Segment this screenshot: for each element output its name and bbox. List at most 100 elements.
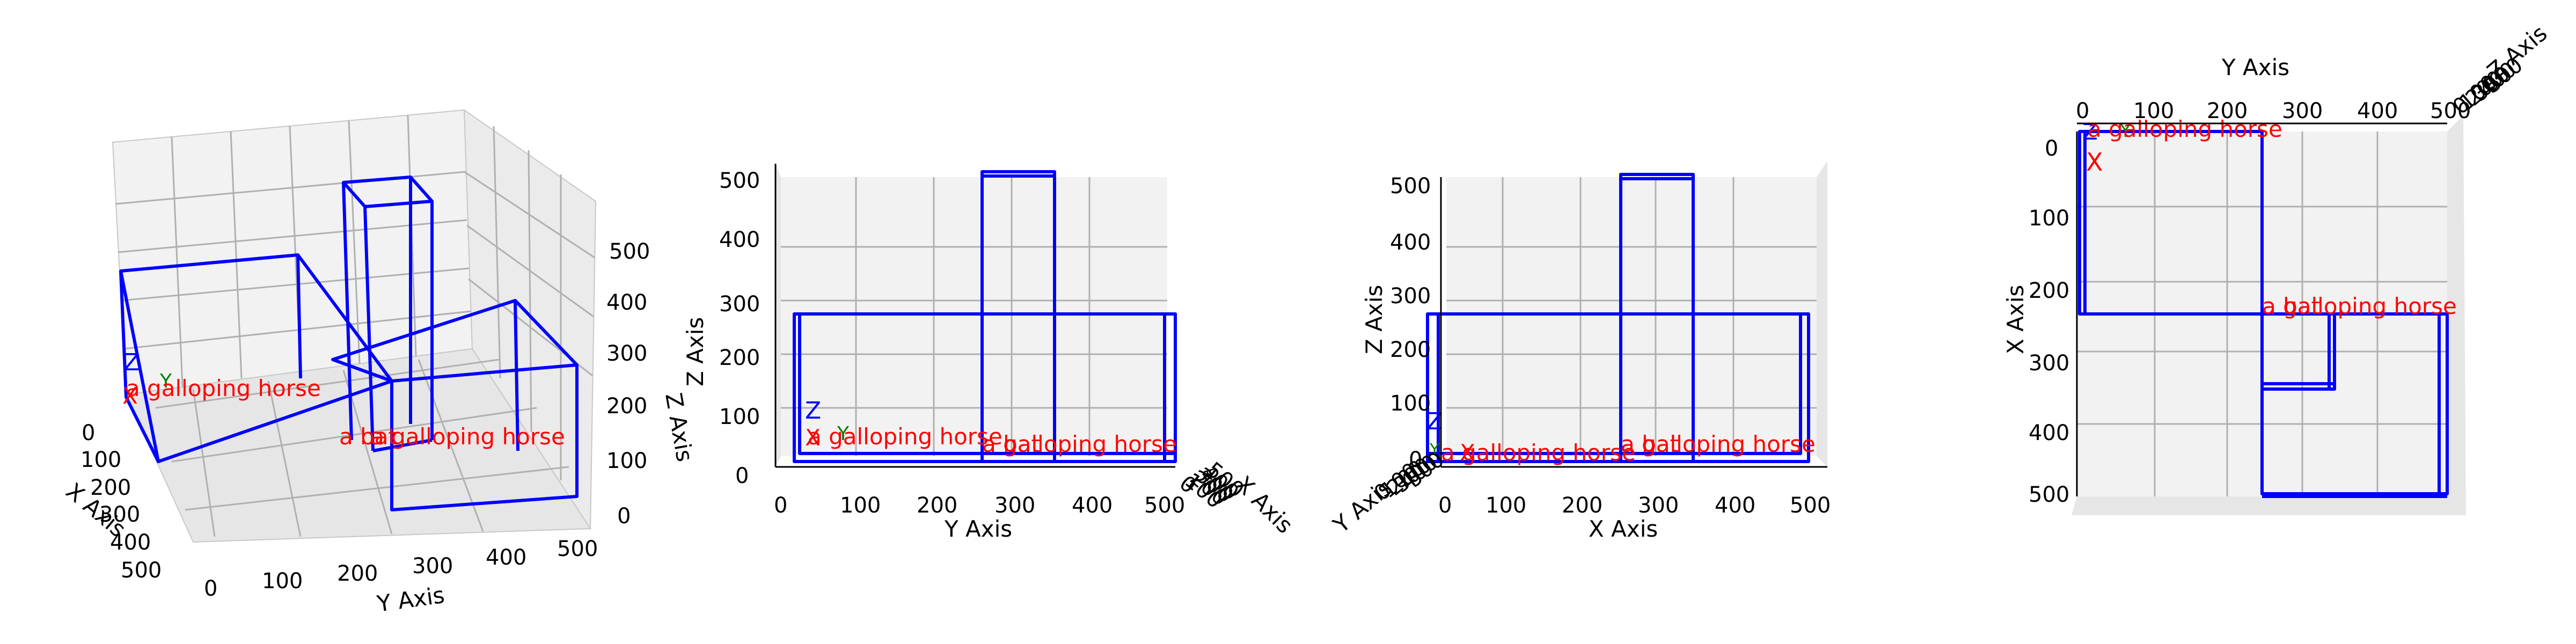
svg-text:400: 400 — [606, 290, 647, 315]
svg-text:100: 100 — [1390, 391, 1431, 416]
svg-text:Y: Y — [2119, 120, 2131, 142]
svg-text:200: 200 — [1562, 493, 1602, 518]
svg-text:200: 200 — [90, 475, 131, 500]
h-ticks: 0 100 200 300 400 500 — [774, 493, 1185, 518]
axis-markers: X Y Z — [805, 397, 850, 451]
svg-text:200: 200 — [917, 493, 957, 518]
blue-boxes — [1426, 173, 1810, 463]
bottom-pane — [2072, 496, 2466, 515]
panel-top: X Y Z a galloping horse a galloping hors… — [2002, 20, 2552, 515]
blue-boxes — [119, 175, 579, 511]
svg-text:500: 500 — [719, 169, 760, 193]
depth-axis-label: X Axis — [1231, 471, 1298, 538]
svg-text:100: 100 — [2029, 206, 2069, 231]
svg-text:400: 400 — [719, 228, 760, 252]
box-long-sides — [119, 270, 160, 463]
object-label: a galloping horse — [2088, 116, 2282, 142]
floor-pane — [125, 348, 591, 543]
svg-text:100: 100 — [840, 493, 881, 518]
object-label: a galloping horse — [370, 423, 565, 450]
svg-text:200: 200 — [1390, 338, 1431, 362]
svg-text:100: 100 — [80, 448, 121, 472]
svg-text:200: 200 — [606, 394, 647, 419]
svg-text:X: X — [805, 425, 821, 451]
axis-markers: X Y Z — [1426, 408, 1475, 466]
svg-text:0: 0 — [1438, 493, 1452, 518]
svg-text:500: 500 — [557, 537, 598, 561]
svg-text:500: 500 — [121, 558, 162, 583]
svg-text:300: 300 — [2282, 99, 2323, 123]
h-ticks: 0 100 200 300 400 500 — [2076, 99, 2471, 123]
svg-text:300: 300 — [994, 493, 1035, 518]
svg-text:0: 0 — [774, 493, 787, 518]
svg-text:100: 100 — [1485, 493, 1526, 518]
svg-text:500: 500 — [2029, 482, 2069, 507]
svg-text:400: 400 — [486, 545, 526, 570]
svg-text:400: 400 — [110, 530, 151, 555]
svg-text:Z: Z — [1426, 408, 1443, 435]
y-axis-label: Y Axis — [375, 582, 447, 617]
v-ticks: 0 100 200 300 400 500 — [2029, 136, 2069, 507]
svg-text:400: 400 — [1390, 230, 1431, 255]
h-axis-label: Y Axis — [944, 516, 1012, 542]
blue-boxes — [793, 170, 1177, 463]
svg-text:300: 300 — [1638, 493, 1679, 518]
svg-text:500: 500 — [609, 239, 650, 264]
svg-text:Y: Y — [1429, 441, 1440, 459]
svg-text:0: 0 — [204, 576, 217, 601]
svg-text:300: 300 — [2029, 351, 2069, 376]
object-label: a bat — [982, 431, 1040, 457]
svg-text:0: 0 — [617, 504, 631, 529]
object-label: a bat — [339, 423, 397, 450]
side-pane-right — [2447, 115, 2466, 515]
grid-lines — [781, 177, 1167, 456]
object-label: a galloping horse — [126, 375, 321, 401]
h-axis-label: Y Axis — [2221, 54, 2289, 80]
svg-text:100: 100 — [2133, 99, 2174, 123]
svg-text:500: 500 — [1790, 493, 1831, 518]
blue-boxes — [2078, 130, 2449, 498]
depth-axis-label: Y Axis — [1328, 474, 1397, 538]
svg-text:0: 0 — [2076, 99, 2089, 123]
grid-lines — [115, 115, 595, 537]
box-wide — [2260, 312, 2449, 495]
svg-text:300: 300 — [412, 554, 453, 579]
svg-text:100: 100 — [719, 405, 760, 429]
svg-text:400: 400 — [1715, 493, 1755, 518]
svg-text:200: 200 — [2029, 279, 2069, 303]
back-pane-left — [112, 109, 473, 396]
panel-perspective: X Y Z a galloping horse a galloping hors… — [61, 109, 698, 617]
box-tower — [1619, 173, 1695, 463]
svg-text:Y: Y — [837, 423, 850, 445]
svg-text:400: 400 — [1072, 493, 1113, 518]
svg-text:300: 300 — [606, 341, 647, 366]
svg-text:400: 400 — [2029, 421, 2069, 445]
axis-markers: X Y Z — [122, 349, 172, 409]
z-marker: Z — [123, 349, 140, 376]
svg-text:500: 500 — [1144, 493, 1185, 518]
v-axis-label: Z Axis — [682, 317, 708, 386]
svg-text:100: 100 — [606, 449, 647, 473]
v-axis-label: Z Axis — [1361, 285, 1387, 354]
z-axis-label: Z Axis — [660, 391, 698, 464]
svg-text:200: 200 — [719, 346, 760, 370]
grid-lines — [1446, 177, 1817, 456]
svg-text:200: 200 — [337, 561, 378, 586]
svg-text:X: X — [1460, 440, 1475, 466]
svg-text:500: 500 — [1390, 174, 1431, 199]
svg-text:Z: Z — [805, 397, 821, 425]
x-marker: X — [122, 383, 138, 409]
axis-markers: X Y Z — [2082, 119, 2131, 177]
object-label: a galloping horse — [982, 431, 1177, 457]
svg-text:0: 0 — [82, 421, 95, 445]
svg-text:0: 0 — [735, 464, 749, 488]
svg-text:200: 200 — [2207, 99, 2248, 123]
svg-text:400: 400 — [2357, 99, 2398, 123]
object-label: a galloping horse — [1621, 431, 1816, 457]
h-ticks: 0 100 200 300 400 500 — [1438, 493, 1831, 518]
svg-text:0: 0 — [2045, 136, 2058, 161]
box-tower — [980, 170, 1056, 463]
svg-text:500: 500 — [2430, 99, 2471, 123]
box-horizontal-front — [1426, 312, 1810, 463]
